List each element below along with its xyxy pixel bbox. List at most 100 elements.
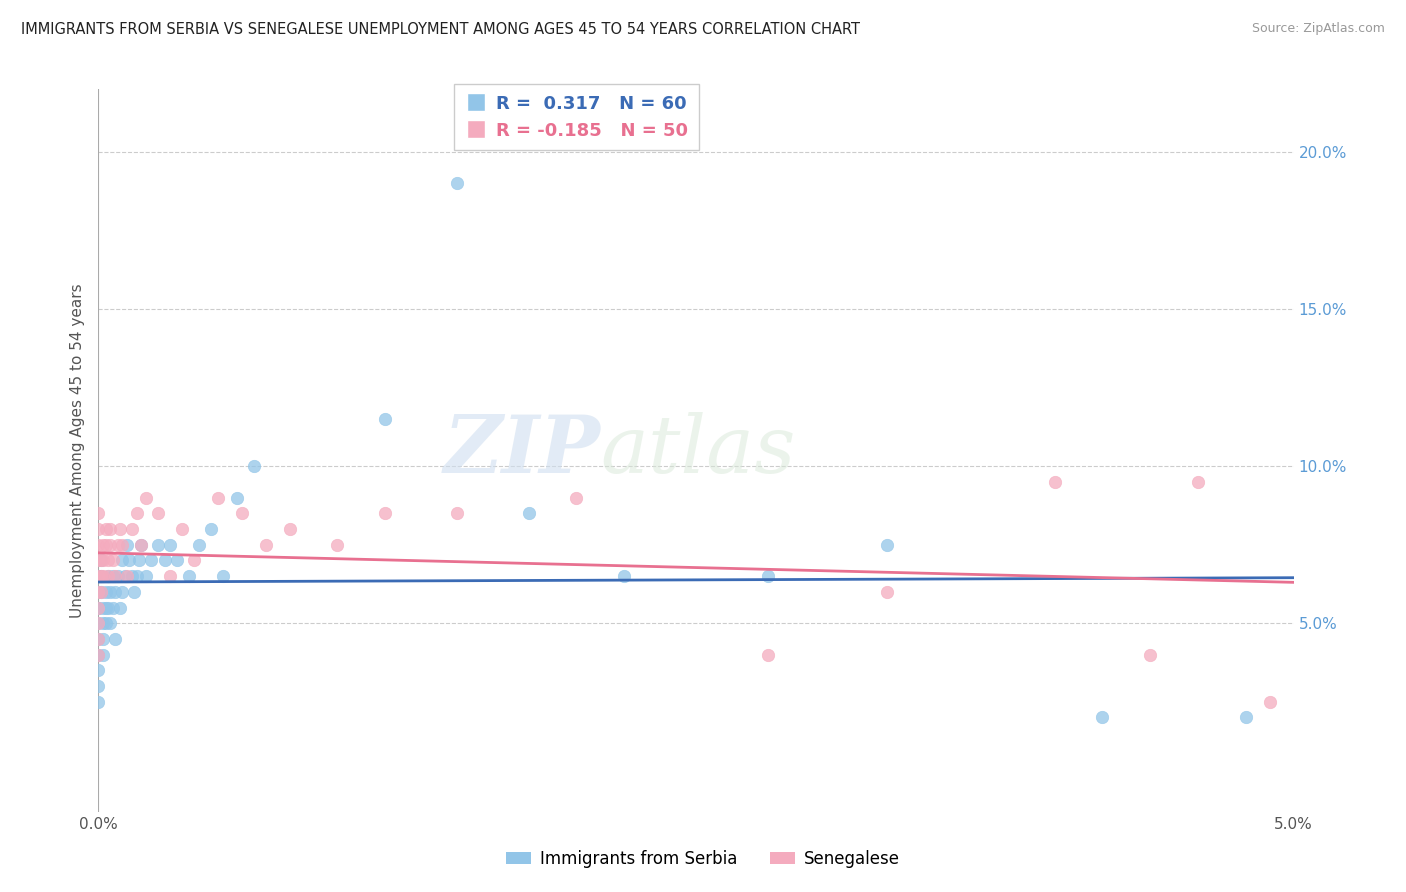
Point xyxy=(326,538,349,552)
Point xyxy=(87,506,110,520)
Point xyxy=(97,569,120,583)
Point xyxy=(111,584,134,599)
Point xyxy=(756,569,779,583)
Point xyxy=(1043,475,1066,489)
Point xyxy=(517,506,540,520)
Point xyxy=(200,522,222,536)
Point xyxy=(131,538,153,552)
Point xyxy=(111,538,134,552)
Point xyxy=(125,569,148,583)
Point xyxy=(101,600,124,615)
Point xyxy=(98,538,122,552)
Point xyxy=(159,538,181,552)
Point xyxy=(90,569,112,583)
Point xyxy=(87,664,110,678)
Point xyxy=(1091,710,1114,724)
Point xyxy=(148,506,170,520)
Point xyxy=(118,553,141,567)
Point xyxy=(131,538,153,552)
Point xyxy=(207,491,229,505)
Point xyxy=(87,632,110,646)
Point xyxy=(114,569,136,583)
Point xyxy=(97,600,120,615)
Point xyxy=(87,632,110,646)
Point xyxy=(87,616,110,631)
Point xyxy=(90,584,112,599)
Point xyxy=(139,553,162,567)
Point xyxy=(172,522,194,536)
Point xyxy=(756,648,779,662)
Point xyxy=(108,600,131,615)
Point xyxy=(121,522,143,536)
Point xyxy=(87,584,110,599)
Point xyxy=(446,177,468,191)
Point xyxy=(94,522,117,536)
Point xyxy=(187,538,209,552)
Point xyxy=(1187,475,1209,489)
Point xyxy=(1258,695,1281,709)
Point xyxy=(91,538,114,552)
Point xyxy=(104,569,127,583)
Point xyxy=(87,522,110,536)
Point xyxy=(91,648,114,662)
Point xyxy=(446,506,468,520)
Point xyxy=(94,616,117,631)
Point xyxy=(231,506,253,520)
Point xyxy=(374,412,396,426)
Point xyxy=(613,569,636,583)
Point xyxy=(108,522,131,536)
Point xyxy=(87,679,110,693)
Point xyxy=(155,553,177,567)
Point xyxy=(211,569,233,583)
Point xyxy=(243,459,266,474)
Point xyxy=(115,538,138,552)
Point xyxy=(121,569,143,583)
Point xyxy=(94,538,117,552)
Point xyxy=(135,569,157,583)
Point xyxy=(90,584,112,599)
Point xyxy=(90,553,112,567)
Point xyxy=(107,538,129,552)
Point xyxy=(87,648,110,662)
Point xyxy=(87,569,110,583)
Point xyxy=(278,522,301,536)
Point xyxy=(128,553,150,567)
Text: ZIP: ZIP xyxy=(443,412,600,489)
Point xyxy=(125,506,148,520)
Point xyxy=(166,553,188,567)
Point xyxy=(135,491,157,505)
Point xyxy=(87,584,110,599)
Point xyxy=(97,569,120,583)
Point xyxy=(226,491,249,505)
Point xyxy=(1234,710,1257,724)
Point xyxy=(87,600,110,615)
Point xyxy=(91,569,114,583)
Point xyxy=(104,584,127,599)
Point xyxy=(98,616,122,631)
Point xyxy=(101,569,124,583)
Point xyxy=(115,569,138,583)
Y-axis label: Unemployment Among Ages 45 to 54 years: Unemployment Among Ages 45 to 54 years xyxy=(69,283,84,618)
Point xyxy=(159,569,181,583)
Legend: Immigrants from Serbia, Senegalese: Immigrants from Serbia, Senegalese xyxy=(499,844,907,875)
Point xyxy=(87,538,110,552)
Point xyxy=(111,553,134,567)
Point xyxy=(87,648,110,662)
Point xyxy=(374,506,396,520)
Point xyxy=(87,600,110,615)
Point xyxy=(124,584,146,599)
Point xyxy=(94,584,117,599)
Point xyxy=(97,553,120,567)
Point xyxy=(876,584,898,599)
Point xyxy=(148,538,170,552)
Point xyxy=(101,553,124,567)
Point xyxy=(87,616,110,631)
Point xyxy=(87,600,110,615)
Point xyxy=(254,538,277,552)
Point xyxy=(90,569,112,583)
Point xyxy=(183,553,205,567)
Point xyxy=(876,538,898,552)
Point xyxy=(87,695,110,709)
Point xyxy=(98,584,122,599)
Point xyxy=(90,553,112,567)
